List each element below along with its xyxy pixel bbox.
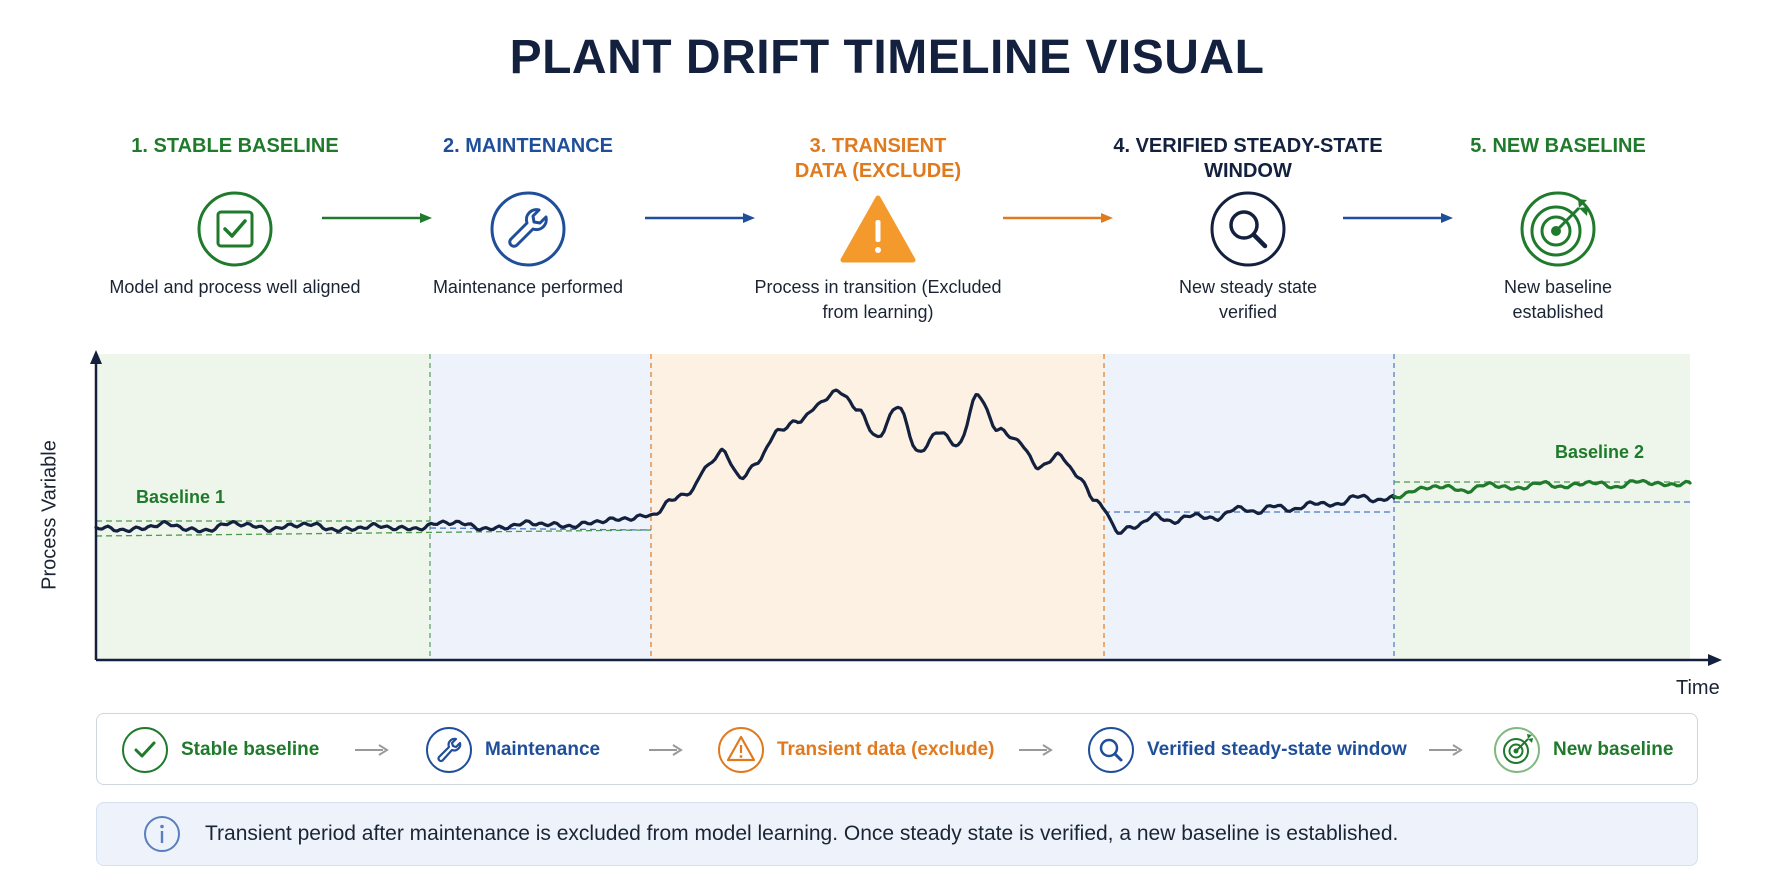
legend-arrow — [355, 744, 389, 756]
flow-arrow-blue-2 — [1343, 213, 1453, 223]
legend-item-new-baseline: New baseline — [1493, 726, 1673, 774]
stage-title: 5. NEW BASELINE — [1470, 135, 1646, 157]
stage-new-baseline: 5. NEW BASELINE New baseline established — [1413, 134, 1703, 322]
zone-maintenance — [430, 354, 651, 660]
baseline1-lower — [95, 529, 652, 537]
legend-label: Maintenance — [485, 739, 601, 760]
process-variable-chart: Baseline 1 Baseline 2 — [90, 350, 1722, 666]
stage-description: New baseline established — [1503, 277, 1613, 322]
legend-label: Stable baseline — [181, 739, 320, 760]
stage-title: 1. STABLE BASELINE — [131, 135, 339, 157]
legend-label: Transient data (exclude) — [777, 739, 995, 760]
legend-item-transient: Transient data (exclude) — [717, 726, 995, 774]
legend-item-verified: Verified steady-state window — [1087, 726, 1407, 774]
legend-arrow — [1429, 744, 1463, 756]
legend-label: New baseline — [1553, 739, 1674, 760]
stage-title: 3. TRANSIENT DATA (EXCLUDE) — [794, 135, 962, 182]
baseline2-label: Baseline 2 — [1555, 442, 1644, 462]
stage-stable-baseline: 1. STABLE BASELINE Model and process wel… — [90, 134, 380, 297]
legend: Stable baseline Maintenance Transient da… — [96, 713, 1698, 785]
baseline1-label: Baseline 1 — [136, 487, 225, 507]
stage-description: Maintenance performed — [432, 277, 624, 297]
new-baseline-signal-line — [1392, 478, 1692, 500]
zone-new-baseline — [1394, 354, 1690, 660]
wrench-icon — [490, 191, 566, 267]
stage-title: 2. MAINTENANCE — [442, 135, 613, 157]
stage-verified-steady-state: 4. VERIFIED STEADY-STATE WINDOW New stea… — [1083, 134, 1413, 322]
process-signal-line — [94, 388, 1396, 535]
stage-description: Process in transition (Excluded from lea… — [754, 277, 1002, 322]
stage-description: New steady state verified — [1178, 277, 1318, 322]
stage-maintenance: 2. MAINTENANCE Maintenance performed — [383, 134, 673, 297]
info-note: Transient period after maintenance is ex… — [96, 802, 1698, 866]
legend-arrow — [1019, 744, 1053, 756]
legend-label: Verified steady-state window — [1147, 739, 1407, 760]
flow-arrow-green — [322, 213, 432, 223]
stage-title: 4. VERIFIED STEADY-STATE WINDOW — [1113, 135, 1383, 182]
flow-arrow-blue — [645, 213, 755, 223]
info-note-text: Transient period after maintenance is ex… — [205, 822, 1399, 845]
zone-transient — [651, 354, 1104, 660]
x-axis-label: Time — [1676, 677, 1720, 699]
stage-transient-data: 3. TRANSIENT DATA (EXCLUDE) Process in t… — [733, 134, 1023, 322]
page-title: PLANT DRIFT TIMELINE VISUAL — [509, 31, 1265, 84]
y-axis-label: Process Variable — [38, 440, 61, 590]
magnifier-icon — [1088, 727, 1134, 773]
zone-verified — [1104, 354, 1394, 660]
warning-icon — [718, 727, 764, 773]
legend-arrow — [649, 744, 683, 756]
warning-icon — [840, 195, 916, 263]
maintenance-ref — [429, 527, 652, 531]
target-icon — [1494, 727, 1540, 773]
legend-item-stable: Stable baseline — [121, 726, 319, 774]
magnifier-icon — [1210, 191, 1286, 267]
zone-stable-baseline — [96, 354, 430, 660]
wrench-icon — [426, 727, 472, 773]
legend-item-maintenance: Maintenance — [425, 726, 600, 774]
check-circle-icon — [122, 727, 168, 773]
info-icon — [144, 816, 180, 852]
target-icon — [1520, 191, 1596, 267]
check-box-icon — [197, 191, 273, 267]
flow-arrow-orange — [1003, 213, 1113, 223]
stage-description: Model and process well aligned — [109, 277, 361, 297]
